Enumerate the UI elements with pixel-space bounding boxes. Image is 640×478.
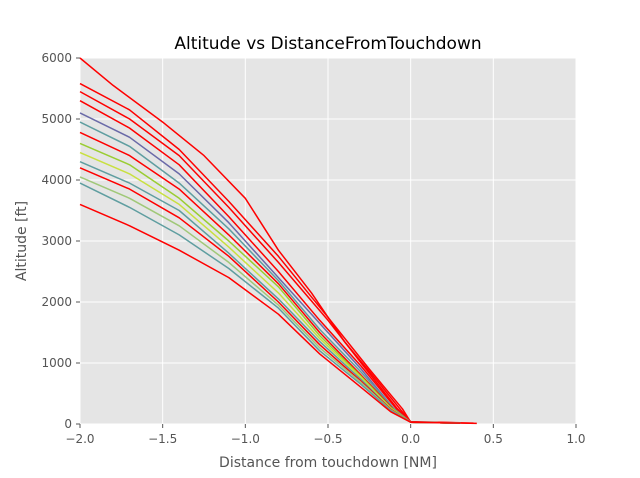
series-layer bbox=[79, 57, 477, 425]
series-line-14 bbox=[79, 203, 461, 424]
x-tick-label: −0.5 bbox=[313, 432, 342, 446]
x-tick-label: 1.0 bbox=[566, 432, 585, 446]
y-tick-label: 5000 bbox=[41, 112, 72, 126]
x-tick-label: 0.0 bbox=[401, 432, 420, 446]
x-axis-ticks: −2.0 −1.5 −1.0 −0.5 0.0 0.5 1.0 bbox=[65, 424, 586, 446]
x-tick-label: −1.5 bbox=[148, 432, 177, 446]
y-tick-label: 3000 bbox=[41, 234, 72, 248]
x-axis-label: Distance from touchdown [NM] bbox=[219, 455, 437, 471]
y-tick-label: 2000 bbox=[41, 295, 72, 309]
y-tick-label: 6000 bbox=[41, 51, 72, 65]
chart-title: Altitude vs DistanceFromTouchdown bbox=[174, 34, 481, 54]
y-tick-label: 1000 bbox=[41, 356, 72, 370]
x-tick-label: −1.0 bbox=[231, 432, 260, 446]
y-axis-ticks: 0 1000 2000 3000 4000 5000 6000 bbox=[41, 51, 80, 431]
y-tick-label: 0 bbox=[64, 417, 72, 431]
x-tick-label: −2.0 bbox=[65, 432, 94, 446]
x-tick-label: 0.5 bbox=[484, 432, 503, 446]
y-tick-label: 4000 bbox=[41, 173, 72, 187]
y-axis-label: Altitude [ft] bbox=[14, 201, 30, 281]
